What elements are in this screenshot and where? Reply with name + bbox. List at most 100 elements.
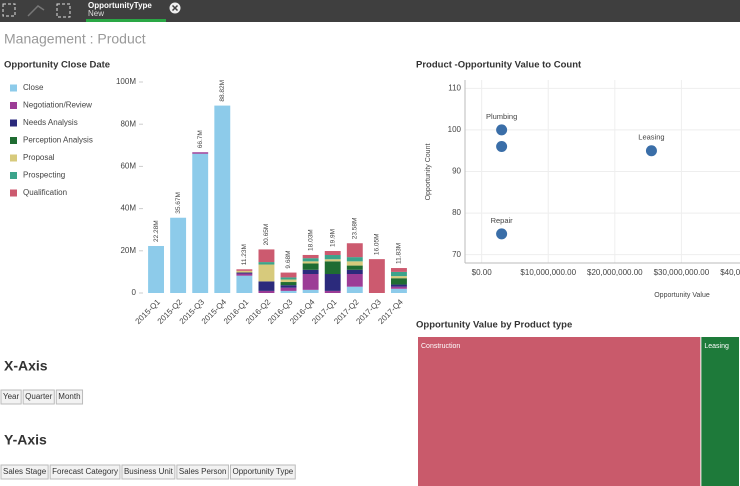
x-tick-label: 2017-Q4 bbox=[376, 297, 405, 326]
bar-segment bbox=[346, 261, 363, 266]
point-label: Repair bbox=[491, 216, 514, 225]
clear-icon[interactable] bbox=[56, 3, 71, 18]
chart-title: Product -Opportunity Value to Count bbox=[416, 60, 582, 71]
legend-swatch bbox=[10, 154, 17, 162]
bar-segment bbox=[391, 284, 407, 287]
bar-segment bbox=[391, 276, 407, 279]
bar-segment bbox=[346, 243, 363, 258]
x-tick-label: $20,000,000.00 bbox=[587, 268, 643, 277]
filter-bar bbox=[86, 19, 166, 22]
total-label: 18.03M bbox=[307, 229, 314, 251]
total-label: 22.28M bbox=[153, 220, 160, 242]
bar-segment bbox=[280, 279, 297, 283]
option-button[interactable] bbox=[121, 464, 176, 480]
page-title: Management : Product bbox=[4, 31, 146, 47]
total-label: 19.9M bbox=[329, 229, 336, 247]
option-button[interactable] bbox=[22, 389, 55, 405]
select-icon[interactable] bbox=[2, 3, 16, 17]
point[interactable] bbox=[496, 141, 508, 153]
bar-segment bbox=[236, 275, 253, 293]
treemap-tile[interactable] bbox=[418, 337, 701, 486]
bar-segment bbox=[324, 290, 341, 293]
bar-segment bbox=[346, 286, 363, 293]
option-label: Sales Person bbox=[179, 467, 227, 476]
bar-segment bbox=[324, 251, 341, 256]
total-label: 23.58M bbox=[352, 218, 359, 240]
bar-segment bbox=[346, 257, 363, 262]
option-label: Year bbox=[3, 392, 20, 401]
legend-swatch bbox=[10, 84, 17, 92]
chart-title: Opportunity Value by Product type bbox=[416, 320, 572, 331]
legend-swatch bbox=[10, 189, 17, 197]
bar-segment bbox=[391, 268, 407, 272]
treemap-tile[interactable] bbox=[701, 337, 739, 486]
tile-label: Leasing bbox=[704, 343, 729, 350]
bar-segment bbox=[302, 263, 319, 270]
point[interactable] bbox=[496, 228, 508, 240]
legend-label: Needs Analysis bbox=[23, 118, 78, 127]
bar-segment bbox=[302, 289, 319, 293]
option-button[interactable] bbox=[49, 464, 121, 480]
bar-segment bbox=[324, 259, 341, 262]
option-label: Month bbox=[58, 392, 80, 401]
clear-x bbox=[171, 4, 179, 12]
toolbar bbox=[0, 0, 740, 22]
option-label: Opportunity Type bbox=[232, 467, 293, 476]
point[interactable] bbox=[645, 145, 657, 157]
bar-segment bbox=[302, 269, 319, 275]
bar-segment bbox=[391, 278, 407, 285]
bar-segment bbox=[346, 274, 363, 287]
option-button[interactable] bbox=[55, 389, 84, 405]
bar-segment bbox=[280, 272, 297, 278]
bar-segment bbox=[324, 274, 341, 291]
legend-label: Prospecting bbox=[23, 171, 65, 180]
bar-segment bbox=[258, 249, 275, 263]
y-tick-label: 90 bbox=[452, 167, 461, 176]
legend-swatch bbox=[10, 119, 17, 127]
bar-segment bbox=[391, 271, 407, 277]
bar-segment bbox=[214, 105, 231, 293]
bar-segment bbox=[280, 287, 297, 291]
option-button[interactable] bbox=[229, 464, 296, 480]
point[interactable] bbox=[496, 124, 508, 136]
bar-segment bbox=[391, 288, 407, 293]
total-label: 88.82M bbox=[219, 80, 226, 102]
bar-segment bbox=[258, 290, 275, 293]
bar-segment bbox=[236, 270, 253, 273]
x-tick-label: $30,000,000.00 bbox=[654, 268, 710, 277]
bar-segment bbox=[368, 259, 385, 293]
panel-title: Y-Axis bbox=[4, 432, 47, 448]
legend-label: Close bbox=[23, 83, 44, 92]
option-button[interactable] bbox=[176, 464, 229, 480]
total-label: 20.65M bbox=[263, 224, 270, 246]
legend-swatch bbox=[10, 172, 17, 179]
y-tick-label: 100M bbox=[116, 77, 136, 86]
y-tick-label: 110 bbox=[448, 83, 461, 92]
bar-segment bbox=[148, 245, 164, 293]
filter-value: New bbox=[88, 9, 104, 18]
y-tick-label: 70 bbox=[452, 250, 461, 259]
bar-segment bbox=[391, 286, 407, 289]
option-label: Business Unit bbox=[124, 467, 174, 476]
x-tick-label: $10,000,000.00 bbox=[520, 268, 576, 277]
x-tick-label: $0.00 bbox=[472, 268, 493, 277]
back-icon[interactable] bbox=[27, 5, 45, 17]
bar-segment bbox=[236, 272, 253, 274]
bar-segment bbox=[258, 262, 275, 265]
bar-segment bbox=[302, 261, 319, 264]
bar-segment bbox=[302, 258, 319, 262]
bar-segment bbox=[192, 153, 209, 293]
y-tick-label: 100 bbox=[448, 125, 462, 134]
bar-segment bbox=[280, 277, 297, 280]
bar-segment bbox=[302, 254, 319, 259]
bar-segment bbox=[280, 285, 297, 288]
y-tick-label: 0 bbox=[132, 288, 137, 297]
legend-label: Proposal bbox=[23, 153, 55, 162]
option-button[interactable] bbox=[0, 464, 49, 480]
option-button[interactable] bbox=[0, 389, 22, 405]
bar-segment bbox=[170, 217, 187, 293]
bar-segment bbox=[236, 269, 253, 271]
bar-segment bbox=[258, 281, 275, 291]
